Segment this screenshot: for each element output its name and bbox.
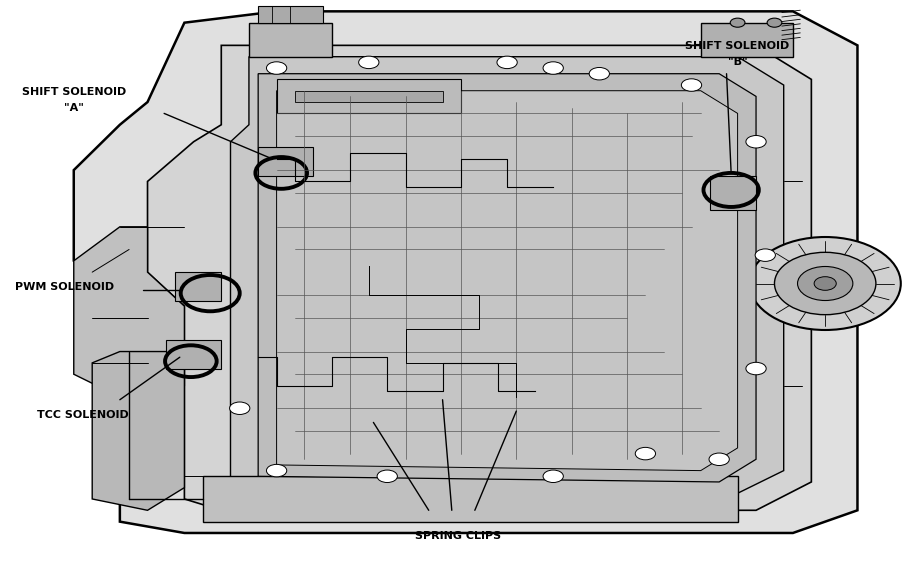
Circle shape bbox=[543, 62, 563, 74]
Text: "B": "B" bbox=[727, 57, 748, 67]
Polygon shape bbox=[166, 340, 221, 369]
Polygon shape bbox=[295, 91, 443, 102]
Circle shape bbox=[814, 277, 836, 290]
Circle shape bbox=[746, 362, 766, 375]
Polygon shape bbox=[277, 91, 738, 471]
Circle shape bbox=[496, 218, 514, 230]
Circle shape bbox=[709, 453, 729, 466]
Polygon shape bbox=[258, 74, 756, 482]
Circle shape bbox=[798, 266, 853, 301]
Polygon shape bbox=[74, 11, 857, 533]
Polygon shape bbox=[203, 476, 738, 522]
Text: PWM SOLENOID: PWM SOLENOID bbox=[15, 282, 114, 292]
Circle shape bbox=[461, 255, 479, 266]
Circle shape bbox=[564, 218, 583, 230]
Circle shape bbox=[377, 470, 397, 483]
Text: "A": "A" bbox=[64, 103, 84, 113]
Polygon shape bbox=[230, 57, 784, 493]
Circle shape bbox=[230, 402, 250, 414]
Circle shape bbox=[564, 292, 583, 303]
Polygon shape bbox=[74, 227, 184, 397]
Circle shape bbox=[730, 18, 745, 27]
Circle shape bbox=[746, 136, 766, 148]
Polygon shape bbox=[277, 79, 461, 113]
Circle shape bbox=[635, 447, 656, 460]
Circle shape bbox=[266, 464, 287, 477]
Text: SHIFT SOLENOID: SHIFT SOLENOID bbox=[21, 87, 126, 97]
Circle shape bbox=[495, 292, 514, 303]
Circle shape bbox=[543, 470, 563, 483]
Circle shape bbox=[774, 252, 876, 315]
Circle shape bbox=[410, 181, 668, 340]
Circle shape bbox=[484, 227, 595, 295]
Text: SPRING CLIPS: SPRING CLIPS bbox=[415, 531, 502, 541]
Circle shape bbox=[755, 249, 775, 261]
Circle shape bbox=[447, 204, 632, 318]
Circle shape bbox=[750, 237, 901, 330]
Polygon shape bbox=[710, 176, 756, 210]
Circle shape bbox=[359, 56, 379, 69]
Polygon shape bbox=[92, 352, 184, 510]
Polygon shape bbox=[258, 147, 313, 176]
Circle shape bbox=[599, 255, 618, 266]
Polygon shape bbox=[258, 6, 323, 23]
Polygon shape bbox=[249, 23, 332, 57]
Circle shape bbox=[497, 56, 517, 69]
Circle shape bbox=[767, 18, 782, 27]
Text: SHIFT SOLENOID: SHIFT SOLENOID bbox=[685, 41, 790, 52]
Circle shape bbox=[589, 67, 609, 80]
Circle shape bbox=[516, 247, 562, 275]
Polygon shape bbox=[175, 272, 221, 301]
Text: TCC SOLENOID: TCC SOLENOID bbox=[37, 410, 129, 420]
Polygon shape bbox=[701, 23, 793, 57]
Polygon shape bbox=[148, 45, 811, 510]
Circle shape bbox=[681, 79, 702, 91]
Circle shape bbox=[266, 62, 287, 74]
